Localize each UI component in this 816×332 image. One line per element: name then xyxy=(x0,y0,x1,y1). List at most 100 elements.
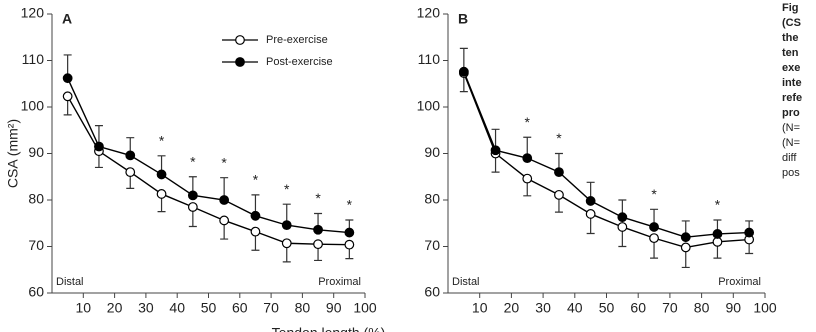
marker xyxy=(62,91,73,102)
note: Proximal xyxy=(718,276,761,288)
line xyxy=(67,77,350,234)
x-tick-label: 80 xyxy=(295,300,311,316)
line xyxy=(463,71,750,238)
x-tick-label: 40 xyxy=(169,300,185,316)
significance-mark: * xyxy=(190,153,196,169)
marker xyxy=(156,189,167,199)
y-tick-label: 60 xyxy=(28,284,44,300)
significance-mark: * xyxy=(284,181,290,197)
caption-line: pos xyxy=(782,167,800,179)
note: Proximal xyxy=(318,276,361,288)
legend-label: Post-exercise xyxy=(266,56,333,68)
marker xyxy=(458,66,469,77)
x-tick-label: 70 xyxy=(263,300,279,316)
marker xyxy=(219,195,230,205)
marker xyxy=(313,239,323,250)
note: Distal xyxy=(452,276,480,288)
caption-line: inte xyxy=(782,77,802,89)
y-tick-label: 70 xyxy=(424,237,440,253)
y-tick-label: 100 xyxy=(417,98,441,114)
caption-line: (N= xyxy=(782,122,800,134)
marker xyxy=(649,233,659,244)
marker xyxy=(281,238,292,249)
x-tick-label: 70 xyxy=(662,300,678,316)
marker xyxy=(617,212,628,223)
legend-marker xyxy=(235,35,245,45)
marker xyxy=(250,210,261,221)
x-tick-label: 60 xyxy=(630,300,646,316)
marker xyxy=(617,222,628,232)
panel-label: B xyxy=(458,11,468,27)
significance-mark: * xyxy=(556,130,562,146)
significance-mark: * xyxy=(715,197,721,213)
caption-line: refe xyxy=(782,92,802,104)
x-tick-label: 60 xyxy=(232,300,248,316)
caption-line: (N= xyxy=(782,137,800,149)
marker xyxy=(490,145,501,156)
marker xyxy=(313,224,323,235)
marker xyxy=(125,150,136,161)
significance-mark: * xyxy=(315,190,321,206)
y-tick-label: 120 xyxy=(417,5,441,21)
y-tick-label: 80 xyxy=(424,191,440,207)
marker xyxy=(585,196,596,206)
caption-line: ten xyxy=(782,47,799,59)
caption-line: exe xyxy=(782,62,800,74)
marker xyxy=(554,189,564,200)
caption-line: the xyxy=(782,32,799,44)
x-axis-label: Tendon length (%) xyxy=(272,325,386,332)
marker xyxy=(680,242,691,253)
note: Distal xyxy=(56,276,84,288)
marker xyxy=(187,190,198,201)
x-tick-label: 30 xyxy=(535,300,551,316)
significance-mark: * xyxy=(651,186,657,202)
marker xyxy=(125,167,136,178)
caption-line: pro xyxy=(782,107,800,119)
marker xyxy=(156,169,167,180)
x-tick-label: 20 xyxy=(107,300,123,316)
marker xyxy=(219,215,230,226)
marker xyxy=(281,220,292,231)
marker xyxy=(585,209,596,219)
line xyxy=(67,95,350,246)
caption-line: (CS xyxy=(782,17,801,29)
marker xyxy=(344,239,355,250)
panel-label: A xyxy=(62,11,72,27)
y-tick-label: 110 xyxy=(418,51,441,67)
x-tick-label: 90 xyxy=(726,300,742,316)
x-tick-label: 50 xyxy=(201,300,217,316)
x-tick-label: 20 xyxy=(504,300,520,316)
x-tick-label: 30 xyxy=(138,300,154,316)
marker xyxy=(649,222,659,232)
y-axis-label: CSA (mm²) xyxy=(5,119,21,188)
caption-line: diff xyxy=(782,152,797,164)
marker xyxy=(522,153,533,164)
y-tick-label: 120 xyxy=(21,5,45,21)
caption-line: Fig xyxy=(782,2,799,14)
significance-mark: * xyxy=(347,197,353,213)
y-tick-label: 60 xyxy=(424,284,440,300)
marker xyxy=(680,232,691,243)
significance-mark: * xyxy=(221,154,227,170)
marker xyxy=(554,167,564,178)
marker xyxy=(187,202,198,212)
x-tick-label: 80 xyxy=(694,300,710,316)
legend-label: Pre-exercise xyxy=(266,34,328,46)
legend-marker xyxy=(235,57,245,67)
marker xyxy=(522,173,533,184)
marker xyxy=(344,227,355,238)
marker xyxy=(744,227,755,238)
marker xyxy=(250,226,261,237)
marker xyxy=(94,141,104,152)
x-tick-label: 100 xyxy=(353,300,377,316)
x-tick-label: 100 xyxy=(753,300,777,316)
y-tick-label: 80 xyxy=(28,191,44,207)
line xyxy=(463,72,750,249)
marker xyxy=(712,229,723,239)
significance-mark: * xyxy=(159,133,165,149)
x-tick-label: 90 xyxy=(326,300,342,316)
y-tick-label: 70 xyxy=(28,237,44,253)
marker xyxy=(62,73,73,84)
x-tick-label: 40 xyxy=(567,300,583,316)
